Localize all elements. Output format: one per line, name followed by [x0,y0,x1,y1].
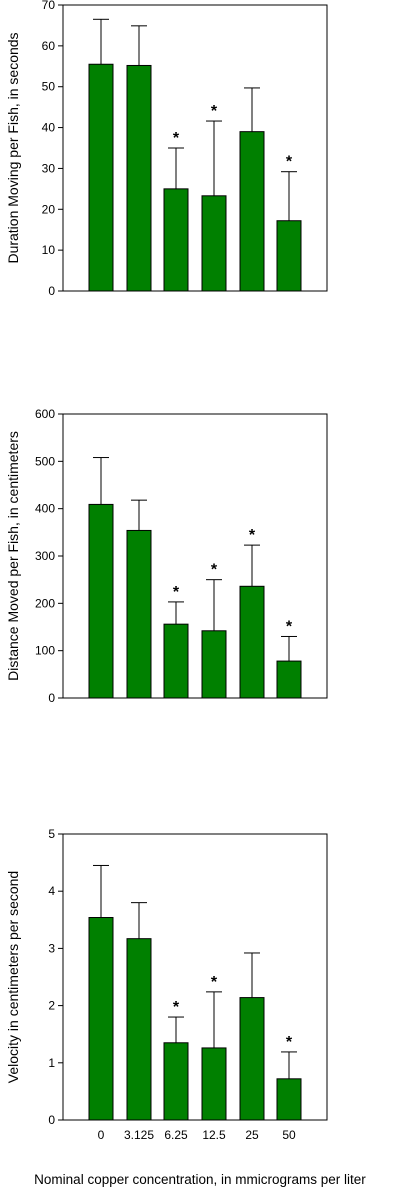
y-tick-label: 20 [42,202,56,216]
y-tick-label: 30 [42,161,56,175]
x-tick-label: 6.25 [164,1128,188,1142]
y-tick-label: 10 [42,243,56,257]
significance-marker: * [286,618,293,635]
y-tick-label: 100 [35,644,55,658]
y-tick-label: 300 [35,549,55,563]
bar [276,1078,302,1121]
x-tick-label: 12.5 [202,1128,226,1142]
y-tick-label: 1 [48,1056,55,1070]
y-tick-label: 0 [48,691,55,705]
bar [163,1042,189,1121]
significance-marker: * [211,562,218,579]
bar [276,220,302,292]
bar [239,997,265,1121]
y-tick-label: 600 [35,407,55,421]
significance-marker: * [286,1034,293,1051]
bar [201,195,227,292]
y-tick-label: 0 [48,1113,55,1127]
x-tick-label: 25 [245,1128,259,1142]
y-tick-label: 70 [42,0,56,12]
bar [163,623,189,699]
significance-marker: * [211,103,218,120]
significance-marker: * [173,999,180,1016]
significance-marker: * [286,154,293,171]
bar [126,64,152,292]
y-tick-label: 3 [48,941,55,955]
bar [201,630,227,699]
plot-frame [62,4,328,292]
y-tick-label: 5 [48,827,55,841]
bar [239,131,265,292]
bar [276,660,302,699]
plot-frame [62,833,328,1121]
bar [239,585,265,699]
y-tick-label: 0 [48,284,55,298]
y-tick-label: 2 [48,999,55,1013]
significance-marker: * [249,527,256,544]
x-tick-label: 0 [98,1128,105,1142]
y-axis-label: Distance Moved per Fish, in centimeters [5,431,21,681]
bar [163,188,189,292]
y-tick-label: 400 [35,502,55,516]
chart-panel-2: 0 100 200 300 400 500 600 Distance Moved per Fi… [5,407,328,705]
significance-marker: * [173,584,180,601]
y-tick-label: 50 [42,80,56,94]
x-axis-label: Nominal copper concentration, in mmicrog… [34,1172,366,1187]
y-tick-label: 500 [35,454,55,468]
bar [88,503,114,699]
y-axis-label: Velocity in centimeters per second [5,871,21,1083]
significance-marker: * [173,130,180,147]
chart-panel-3: 0 1 2 3 4 5 Velocity in centimeters per second… [5,827,328,1142]
bar [126,529,152,699]
y-axis-label: Duration Moving per Fish, in seconds [5,32,21,263]
x-tick-label: 3.125 [124,1128,154,1142]
y-tick-label: 4 [48,884,55,898]
bar [201,1047,227,1121]
y-tick-label: 200 [35,596,55,610]
bar [126,938,152,1121]
significance-marker: * [211,974,218,991]
y-tick-label: 40 [42,121,56,135]
chart-panel-1: 0 10 20 30 40 50 60 70 Duration Moving per Fish,… [5,0,328,298]
bar [88,63,114,292]
x-tick-label: 50 [282,1128,296,1142]
bar [88,917,114,1121]
y-tick-label: 60 [42,39,56,53]
